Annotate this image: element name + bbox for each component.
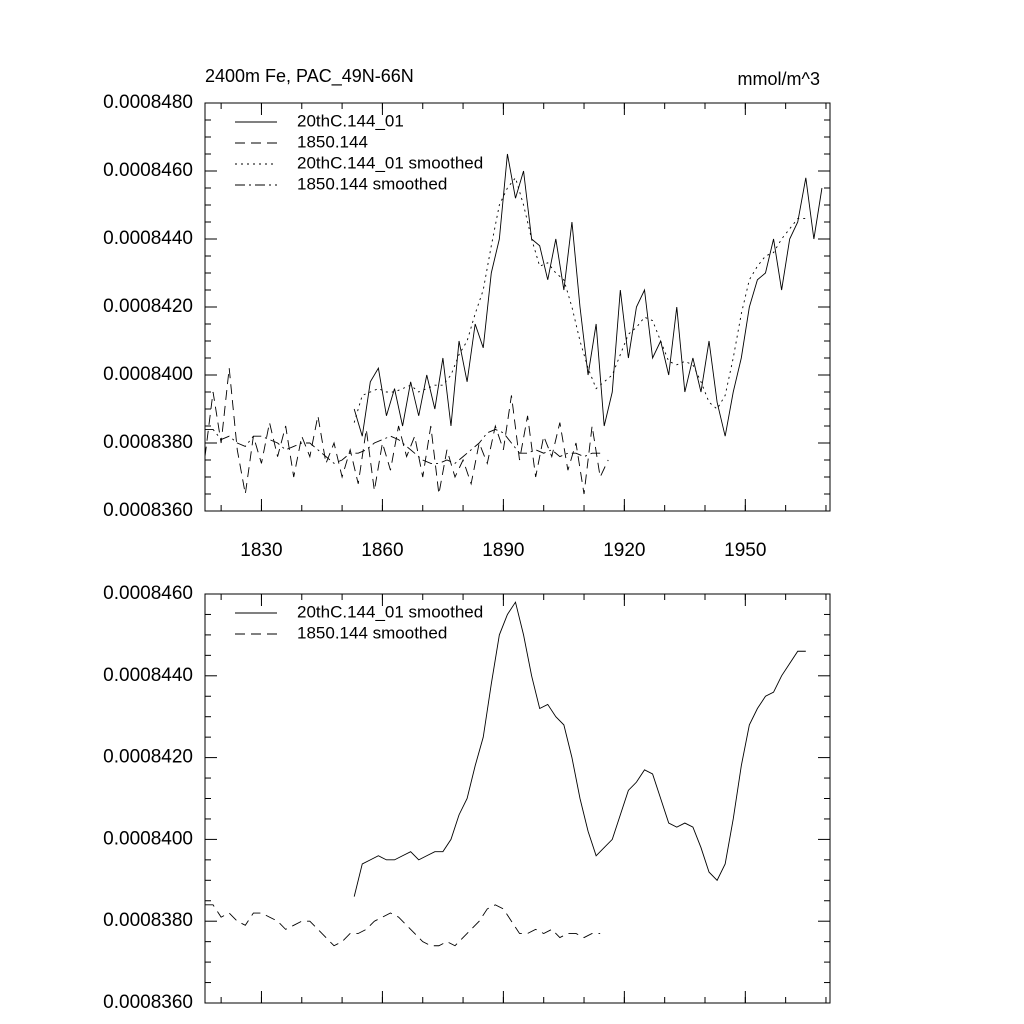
y-tick-label: 0.0008460 (103, 583, 193, 604)
y-tick-label: 0.0008360 (103, 500, 193, 521)
series-line (204, 368, 609, 495)
x-tick-label: 1890 (482, 540, 524, 561)
y-tick-label: 0.0008420 (103, 296, 193, 317)
x-tick-label: 1920 (603, 540, 645, 561)
x-tick-label: 1950 (724, 540, 766, 561)
legend-label: 20thC.144_01 (297, 111, 404, 130)
legend-label: 20thC.144_01 smoothed (297, 602, 483, 621)
legend-label: 1850.144 smoothed (297, 623, 447, 642)
series-line (205, 904, 601, 947)
unit-label: mmol/m^3 (738, 69, 820, 89)
chart-title: 2400m Fe, PAC_49N-66N (205, 66, 414, 87)
legend-label: 1850.144 smoothed (297, 174, 447, 193)
y-tick-label: 0.0008480 (103, 92, 193, 113)
y-tick-label: 0.0008460 (103, 160, 193, 181)
y-tick-label: 0.0008360 (103, 992, 193, 1013)
legend-label: 20thC.144_01 smoothed (297, 153, 483, 172)
legend-label: 1850.144 (297, 132, 368, 151)
y-tick-label: 0.0008380 (103, 910, 193, 931)
y-tick-label: 0.0008400 (103, 828, 193, 849)
x-tick-label: 1830 (240, 540, 282, 561)
y-tick-label: 0.0008440 (103, 665, 193, 686)
series-line (205, 428, 601, 464)
series-line (353, 153, 823, 437)
y-tick-label: 0.0008440 (103, 228, 193, 249)
series-line (353, 176, 806, 423)
series-line (353, 601, 806, 897)
x-tick-label: 1860 (361, 540, 403, 561)
y-tick-label: 0.0008400 (103, 364, 193, 385)
y-tick-label: 0.0008380 (103, 432, 193, 453)
y-tick-label: 0.0008420 (103, 747, 193, 768)
